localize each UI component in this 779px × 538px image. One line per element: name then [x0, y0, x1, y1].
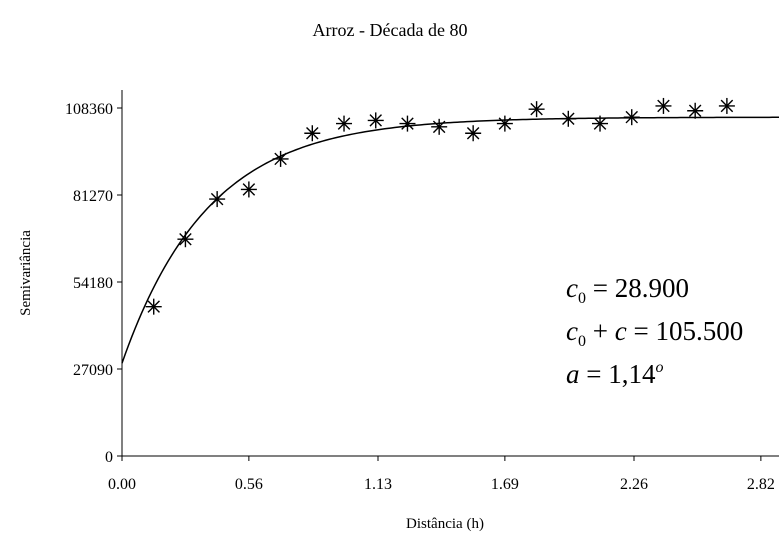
data-point [496, 115, 513, 132]
range-annotation: a = 1,14o [566, 359, 663, 389]
data-point [177, 231, 194, 248]
data-point [367, 112, 384, 129]
data-point [304, 125, 321, 142]
x-tick-label: 0.00 [108, 476, 136, 493]
y-axis-title: Semivariância [18, 230, 34, 316]
data-points [145, 97, 735, 315]
data-point [465, 125, 482, 142]
data-point [399, 115, 416, 132]
data-point [560, 110, 577, 127]
model-curve [121, 116, 779, 364]
data-point [687, 102, 704, 119]
data-point [145, 298, 162, 315]
y-ticks: 0 27090 54180 81270 108360 [65, 101, 122, 466]
sill-annotation: c0 + c = 105.500 [566, 316, 743, 350]
data-point [209, 191, 226, 208]
x-tick-label: 2.82 [747, 476, 775, 493]
y-tick-label: 108360 [65, 101, 113, 118]
data-point [655, 97, 672, 114]
x-tick-label: 0.56 [235, 476, 263, 493]
x-tick-label: 1.69 [491, 476, 519, 493]
data-point [272, 150, 289, 167]
data-point [623, 109, 640, 126]
x-axis-title: Distância (h) [406, 516, 484, 532]
y-tick-label: 27090 [73, 362, 113, 379]
y-tick-label: 81270 [73, 188, 113, 205]
data-point [240, 181, 257, 198]
x-tick-label: 1.13 [364, 476, 392, 493]
nugget-annotation: c0 = 28.900 [566, 273, 689, 307]
data-point [431, 118, 448, 135]
x-ticks: 0.00 0.56 1.13 1.69 2.26 2.82 [108, 456, 775, 493]
axes [121, 90, 779, 457]
y-tick-label: 0 [105, 449, 113, 466]
chart-title: Arroz - Década de 80 [313, 20, 468, 40]
model-parameters: c0 = 28.900 c0 + c = 105.500 a = 1,14o [566, 273, 743, 389]
data-point [336, 115, 353, 132]
data-point [528, 101, 545, 118]
data-point [592, 115, 609, 132]
x-tick-label: 2.26 [620, 476, 648, 493]
data-point [718, 97, 735, 114]
y-tick-label: 54180 [73, 275, 113, 292]
